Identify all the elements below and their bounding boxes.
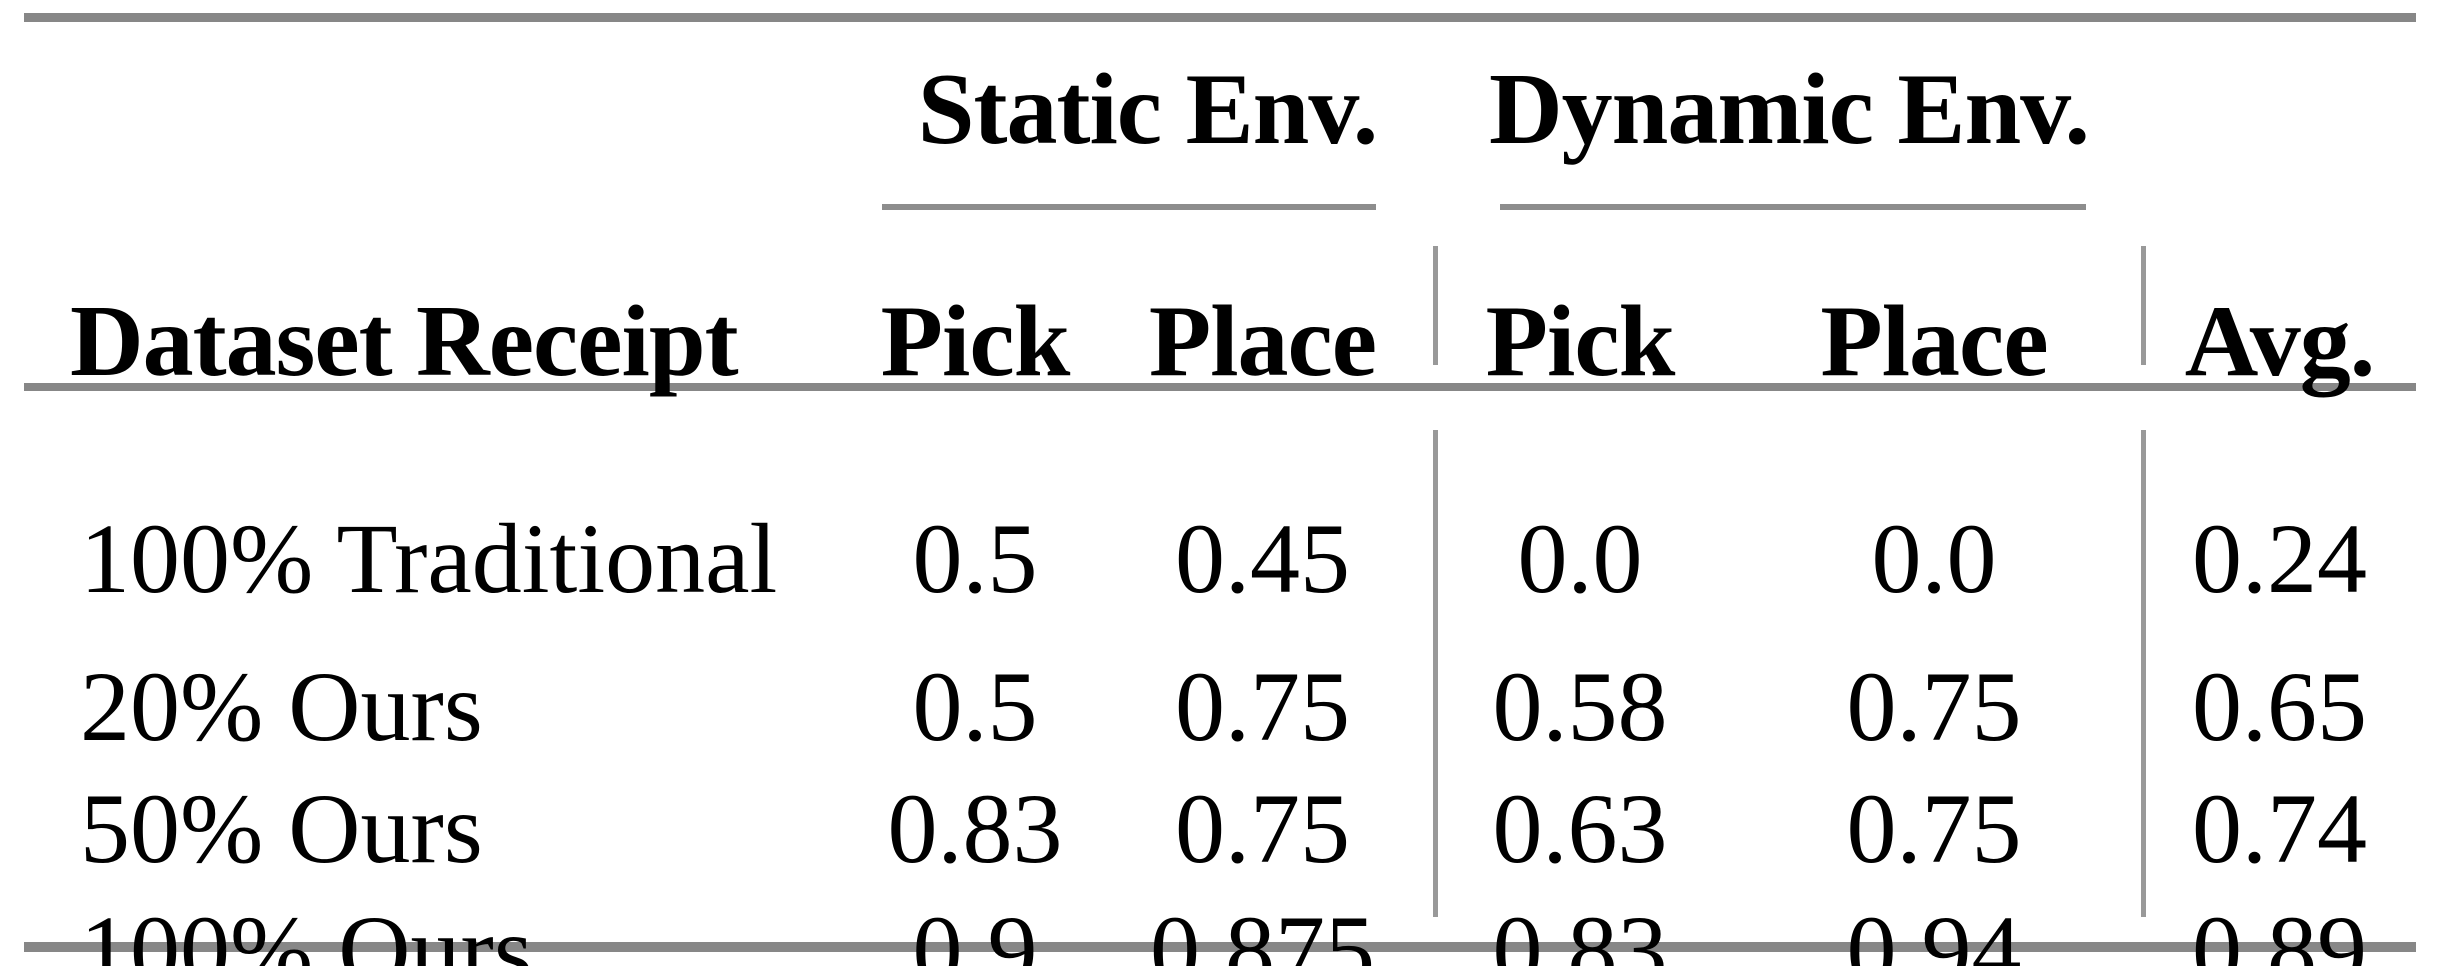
column-header-dynamic-pick: Pick [1485,285,1676,398]
column-header-row: Dataset Receipt Pick Place Pick Place Av… [24,247,2416,472]
cell-avg: 0.74 [2192,773,2368,884]
cell-dynamic-pick: 0.83 [1492,895,1668,966]
column-group-dynamic-env: Dynamic Env. [1488,53,2090,166]
cell-static-pick: 0.83 [887,773,1063,884]
cell-avg: 0.89 [2192,895,2368,966]
cell-static-place: 0.75 [1175,651,1350,762]
table-row: 100% Ours 0.9 0.875 0.83 0.94 0.89 [24,890,2416,966]
table-row: 100% Traditional 0.5 0.45 0.0 0.0 0.24 [24,472,2416,646]
cell-static-pick: 0.9 [912,895,1038,966]
cell-dynamic-pick: 0.58 [1492,651,1668,762]
static-env-underline [882,204,1376,210]
cell-static-place: 0.45 [1175,503,1350,614]
cell-avg: 0.65 [2192,651,2368,762]
cell-dynamic-pick: 0.63 [1492,773,1668,884]
dynamic-env-underline [1500,204,2086,210]
column-group-static-env: Static Env. [917,53,1378,166]
cell-avg: 0.24 [2192,503,2368,614]
column-header-dynamic-place: Place [1820,285,2048,398]
column-header-dataset-receipt: Dataset Receipt [70,285,739,398]
row-label: 100% Ours [80,895,533,966]
vertical-rule-static-dynamic-header [1433,246,1438,365]
row-label: 20% Ours [80,651,483,762]
cell-static-place: 0.875 [1150,895,1375,966]
group-spacer-left [24,22,860,247]
group-spacer-right [2143,22,2416,247]
top-rule [24,13,2416,22]
vertical-rule-dynamic-avg-header [2141,246,2146,365]
vertical-rule-static-dynamic-body [1433,430,1438,917]
row-label: 50% Ours [80,773,483,884]
cell-static-pick: 0.5 [912,503,1038,614]
cell-dynamic-place: 0.94 [1846,895,2022,966]
table-row: 20% Ours 0.5 0.75 0.58 0.75 0.65 [24,646,2416,768]
column-header-static-pick: Pick [880,285,1071,398]
column-header-avg: Avg. [2184,285,2376,398]
cell-dynamic-place: 0.75 [1846,651,2022,762]
vertical-rule-dynamic-avg-body [2141,430,2146,917]
results-table: Static Env. Dynamic Env. Dataset Receipt… [24,22,2416,966]
column-header-static-place: Place [1148,285,1377,398]
cell-dynamic-place: 0.75 [1846,773,2022,884]
cell-dynamic-pick: 0.0 [1517,503,1643,614]
row-label: 100% Traditional [80,503,778,614]
cell-static-place: 0.75 [1175,773,1350,884]
header-rule [24,383,2416,391]
bottom-rule [24,942,2416,952]
cell-dynamic-place: 0.0 [1871,503,1997,614]
cell-static-pick: 0.5 [912,651,1038,762]
table-row: 50% Ours 0.83 0.75 0.63 0.75 0.74 [24,768,2416,890]
column-group-row: Static Env. Dynamic Env. [24,22,2416,247]
